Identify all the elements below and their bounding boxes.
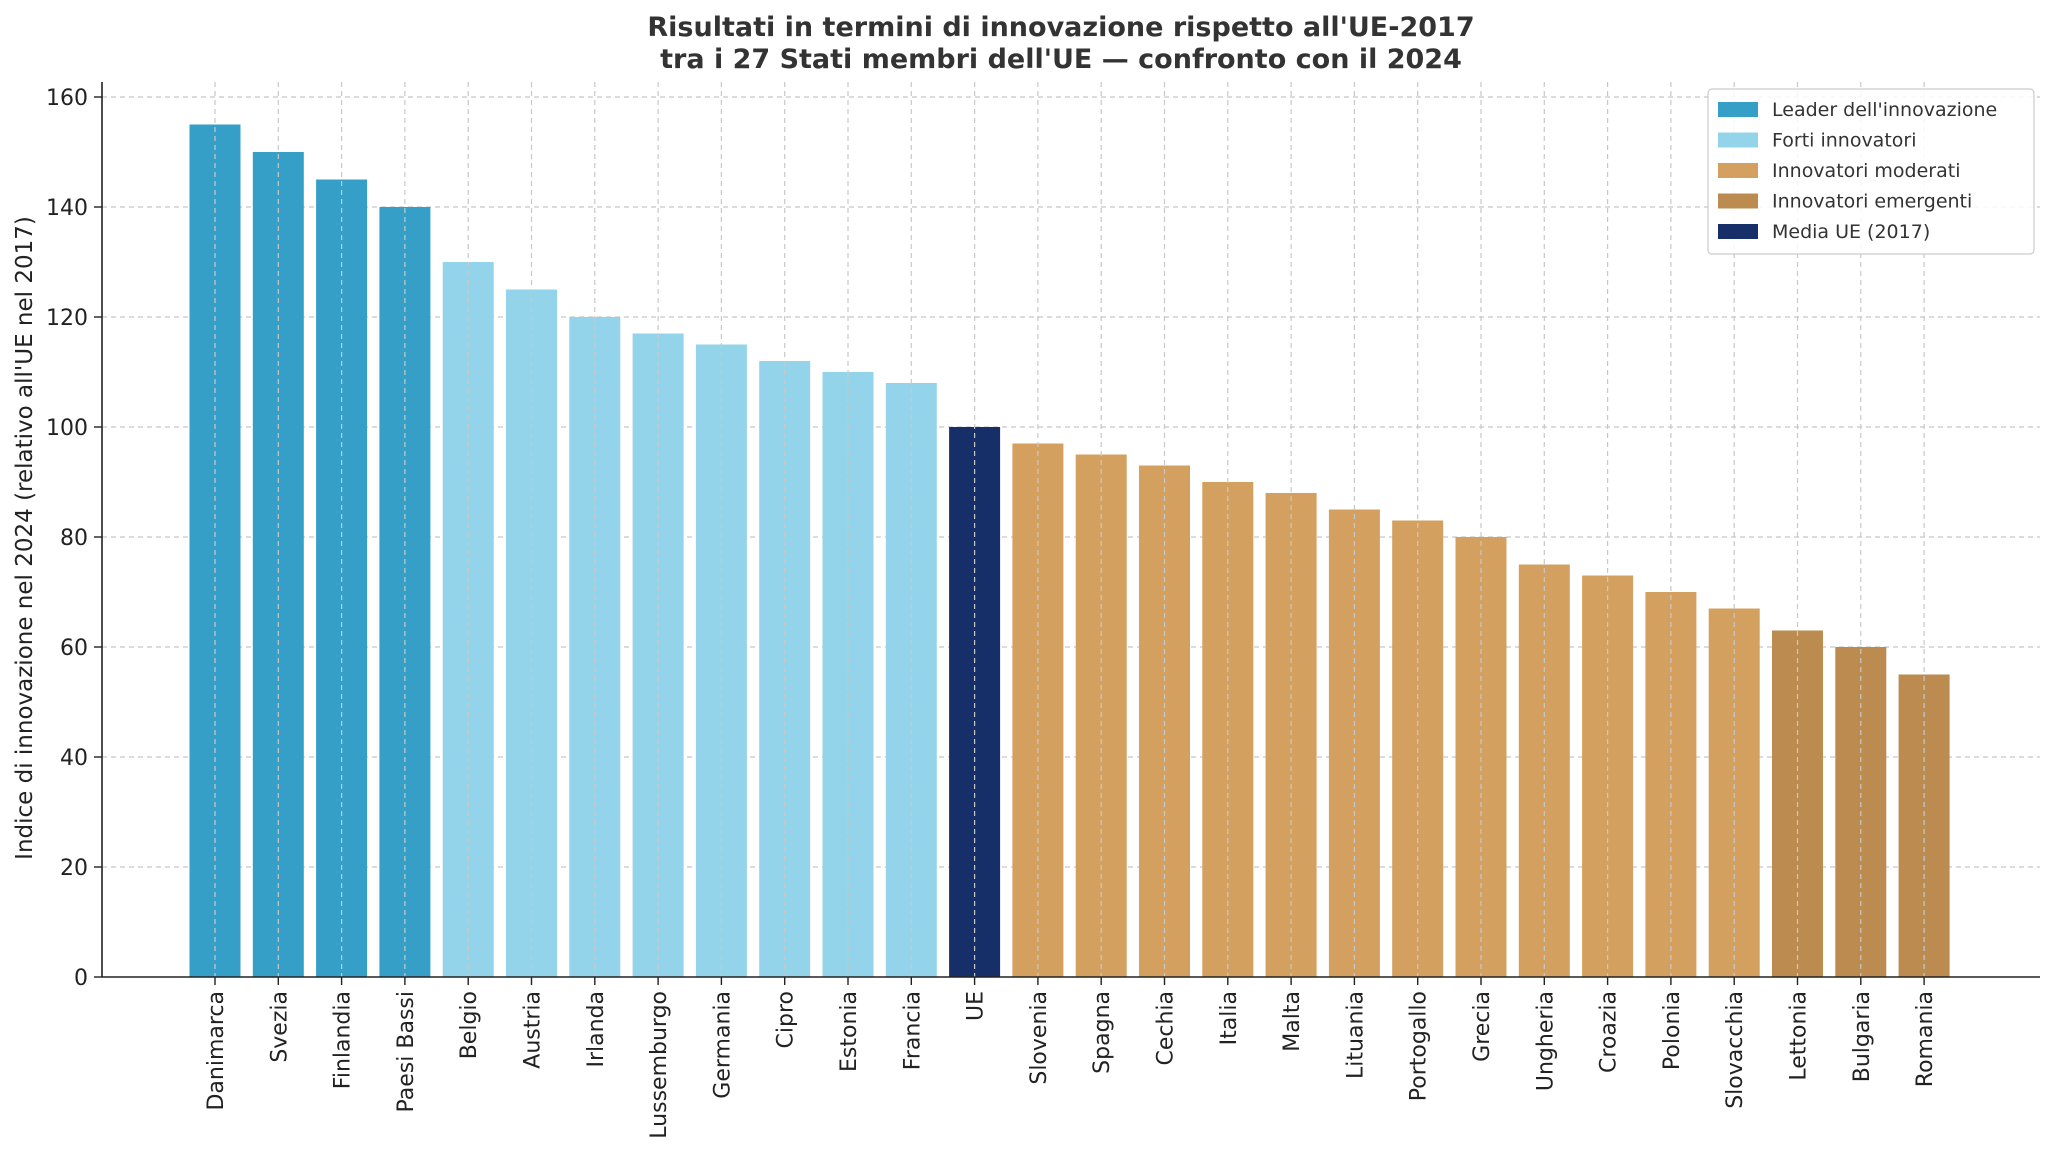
x-tick-label: Paesi Bassi	[394, 991, 419, 1112]
bar-paesi-bassi	[379, 207, 431, 977]
x-tick-label: Lettonia	[1787, 991, 1812, 1081]
x-tick-label: Cechia	[1154, 991, 1179, 1066]
legend: Leader dell'innovazione Forti innovatori I…	[1707, 88, 2035, 255]
x-tick-label: Polonia	[1660, 991, 1685, 1070]
y-tick-label: 40	[60, 746, 88, 771]
x-tick-label: Portogallo	[1407, 991, 1432, 1101]
legend-swatch-emergenti	[1718, 193, 1758, 209]
legend-label-leader: Leader dell'innovazione	[1772, 99, 1997, 121]
x-tick-label: Grecia	[1470, 991, 1495, 1062]
legend-swatch-forti	[1718, 132, 1758, 148]
x-tick-label: Svezia	[267, 991, 292, 1063]
x-tick-label: Austria	[521, 991, 546, 1069]
legend-swatch-leader	[1718, 102, 1758, 117]
y-tick-label: 20	[60, 856, 88, 881]
bars	[189, 124, 1950, 977]
y-tick-label: 100	[46, 416, 88, 441]
legend-swatch-moderati	[1718, 163, 1758, 178]
chart-title: Risultati in termini di innovazione risp…	[647, 12, 1474, 43]
legend-frame	[1707, 88, 2035, 255]
x-tick-label: Germania	[710, 991, 735, 1099]
y-tick-label: 80	[60, 526, 88, 551]
x-tick-label: Malta	[1280, 991, 1305, 1052]
x-tick-label: Croazia	[1597, 991, 1622, 1073]
x-tick-label: Bulgaria	[1850, 991, 1875, 1082]
legend-label-emergenti: Innovatori emergenti	[1772, 191, 1972, 213]
bar-lussemburgo	[632, 333, 684, 977]
legend-label-moderati: Innovatori moderati	[1772, 160, 1960, 182]
y-tick-label: 160	[46, 86, 88, 111]
x-tick-label: Estonia	[837, 991, 862, 1072]
legend-label-forti: Forti innovatori	[1772, 130, 1917, 152]
y-tick-label: 140	[46, 196, 88, 221]
x-tick-label: Romania	[1913, 991, 1938, 1087]
legend-label-media: Media UE (2017)	[1772, 221, 1930, 243]
y-axis-label: Indice di innovazione nel 2024 (relativo…	[12, 216, 38, 860]
y-ticks: 0 20 40 60 80 100 120 140 160	[46, 86, 102, 991]
x-tick-label: Cipro	[774, 991, 799, 1048]
x-tick-label: Italia	[1217, 991, 1242, 1045]
x-tick-label: Belgio	[457, 991, 482, 1059]
legend-swatch-media	[1718, 224, 1758, 239]
x-tick-label: Slovacchia	[1723, 991, 1748, 1109]
x-tick-label: Danimarca	[204, 991, 229, 1111]
x-tick-label: Ungheria	[1533, 991, 1558, 1091]
x-tick-label: Slovenia	[1027, 991, 1052, 1085]
x-tick-label: Irlanda	[584, 991, 609, 1068]
x-tick-label: Finlandia	[331, 991, 356, 1089]
y-tick-label: 0	[74, 966, 88, 991]
x-tick-label: UE	[964, 991, 989, 1021]
x-ticks: Danimarca Svezia Finlandia Paesi Bassi Belgi…	[204, 977, 1938, 1139]
x-tick-label: Spagna	[1090, 991, 1115, 1074]
x-tick-label: Lussemburgo	[647, 991, 672, 1139]
y-tick-label: 60	[60, 636, 88, 661]
chart-subtitle: tra i 27 Stati membri dell'UE — confront…	[660, 44, 1462, 75]
x-tick-label: Francia	[900, 991, 925, 1070]
y-tick-label: 120	[46, 306, 88, 331]
x-tick-label: Lituania	[1343, 991, 1368, 1079]
